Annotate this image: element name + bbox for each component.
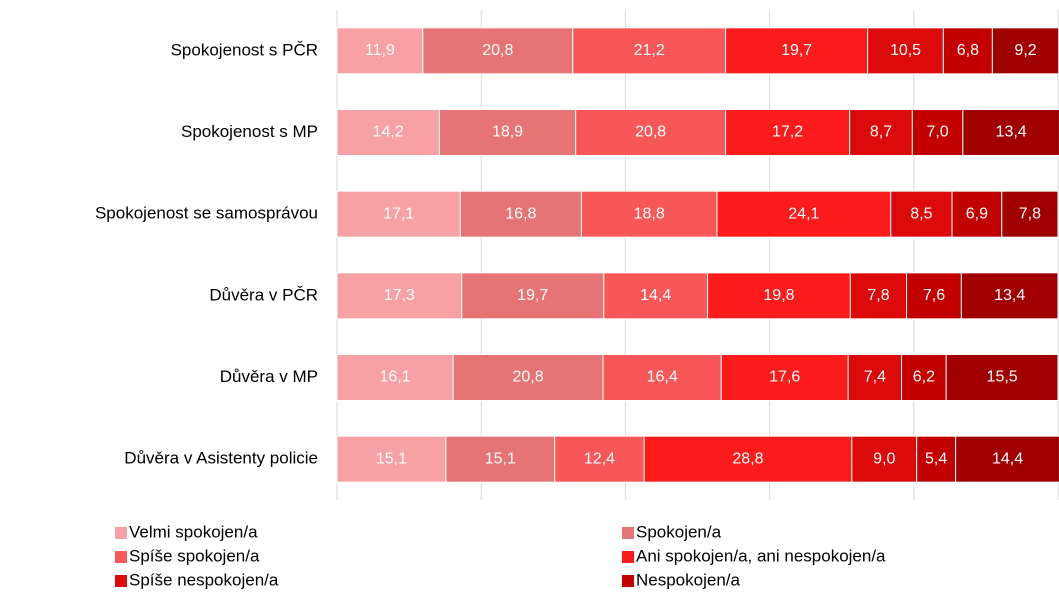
legend-label: Ani spokojen/a, ani nespokojen/a: [636, 546, 886, 565]
value-label: 28,8: [732, 450, 763, 467]
bar-segment: [575, 109, 727, 156]
value-label: 9,2: [1014, 42, 1036, 59]
bar-segment: [911, 109, 964, 156]
value-label: 17,2: [772, 124, 803, 141]
category-label: Spokojenost s MP: [181, 122, 318, 141]
legend-label: Spíše spokojen/a: [129, 546, 260, 565]
bar-segment: [906, 272, 962, 320]
value-label: 16,8: [505, 205, 536, 222]
bar-segment: [336, 354, 454, 401]
value-label: 15,5: [987, 369, 1018, 386]
value-label: 20,8: [635, 124, 666, 141]
value-label: 13,4: [994, 287, 1025, 304]
bar-segment: [603, 272, 709, 320]
legend-label: Nespokojen/a: [636, 570, 741, 589]
legend-swatch: [115, 575, 127, 587]
value-label: 19,8: [763, 287, 794, 304]
value-label: 17,6: [769, 369, 800, 386]
value-label: 20,8: [482, 42, 513, 59]
bar-segment: [955, 435, 1059, 483]
value-label: 11,9: [365, 42, 395, 59]
bar-segment: [916, 435, 957, 483]
value-label: 8,7: [870, 124, 892, 141]
category-label: Důvěra v Asistenty policie: [124, 449, 318, 468]
value-label: 19,7: [517, 287, 548, 304]
bar-segment: [716, 190, 892, 238]
bar-segment: [962, 109, 1059, 156]
value-label: 6,2: [913, 369, 935, 386]
bar-segment: [901, 354, 947, 401]
value-label: 16,4: [647, 369, 678, 386]
legend-label: Velmi spokojen/a: [129, 522, 258, 541]
category-label: Důvěra v PČR: [209, 285, 318, 304]
bar-segment: [452, 354, 604, 401]
legend-swatch: [622, 551, 634, 563]
bar-segment: [851, 435, 918, 483]
value-label: 13,4: [996, 124, 1027, 141]
value-label: 24,1: [788, 205, 819, 222]
bar-segment: [336, 190, 461, 238]
category-label: Spokojenost s PČR: [171, 40, 318, 59]
bar-segment: [336, 27, 424, 75]
bar-segment: [554, 435, 645, 483]
bar-segment: [336, 435, 447, 483]
category-label: Důvěra v MP: [220, 367, 318, 386]
value-label: 6,8: [957, 42, 979, 59]
value-label: 17,1: [383, 205, 414, 222]
bar-segment: [945, 354, 1059, 401]
bar-segment: [336, 109, 440, 156]
bar-segment: [951, 190, 1003, 238]
value-label: 10,5: [890, 42, 921, 59]
value-label: 15,1: [376, 450, 407, 467]
bar-segment: [707, 272, 851, 320]
bar-segment: [438, 109, 577, 156]
bar-segment: [336, 272, 463, 320]
value-label: 15,1: [485, 450, 516, 467]
value-label: 20,8: [512, 369, 543, 386]
legend-label: Spokojen/a: [636, 522, 722, 541]
value-label: 17,3: [384, 287, 415, 304]
bar-segment: [580, 190, 718, 238]
legend-swatch: [622, 575, 634, 587]
value-label: 16,1: [379, 369, 410, 386]
value-label: 7,0: [926, 124, 948, 141]
bar-segment: [849, 272, 908, 320]
legend-swatch: [115, 527, 127, 539]
value-label: 14,4: [992, 450, 1023, 467]
bar-segment: [725, 109, 851, 156]
value-label: 18,9: [492, 124, 523, 141]
value-label: 8,5: [910, 205, 932, 222]
bar-segment: [942, 27, 993, 75]
value-label: 18,8: [634, 205, 665, 222]
value-label: 14,4: [640, 287, 671, 304]
legend-swatch: [115, 551, 127, 563]
value-label: 14,2: [373, 124, 404, 141]
bar-segment: [890, 190, 953, 238]
category-label: Spokojenost se samosprávou: [95, 204, 318, 223]
value-label: 19,7: [781, 42, 812, 59]
value-label: 6,9: [966, 205, 988, 222]
value-label: 12,4: [584, 450, 615, 467]
legend-label: Spíše nespokojen/a: [129, 570, 279, 589]
bar-segment: [1001, 190, 1059, 238]
bar-segment: [960, 272, 1059, 320]
value-label: 9,0: [873, 450, 895, 467]
bar-segment: [643, 435, 853, 483]
bar-segment: [849, 109, 913, 156]
bar-segment: [602, 354, 722, 401]
bar-segment: [725, 27, 869, 75]
bar-segment: [867, 27, 944, 75]
bar-segment: [991, 27, 1059, 75]
value-label: 7,6: [923, 287, 945, 304]
value-label: 7,8: [867, 287, 889, 304]
value-label: 21,2: [634, 42, 665, 59]
bar-segment: [459, 190, 582, 238]
value-label: 7,4: [864, 369, 886, 386]
value-label: 5,4: [925, 450, 947, 467]
legend-swatch: [622, 527, 634, 539]
value-label: 7,8: [1019, 205, 1041, 222]
